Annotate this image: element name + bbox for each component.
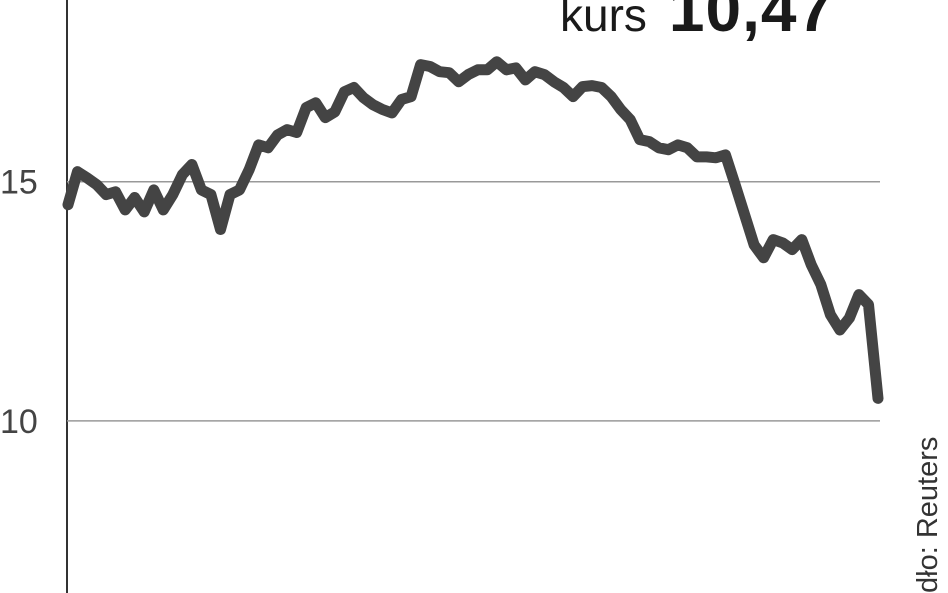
title-label: kurs [560,0,647,41]
source-note: dło: Reuters [912,436,944,593]
y-tick-label: 10 [0,403,38,441]
series-line [62,56,884,404]
y-tick-label: 15 [0,164,38,202]
chart-title: kurs 10,47 [560,0,834,46]
headline-value: 10,47 [668,0,835,45]
